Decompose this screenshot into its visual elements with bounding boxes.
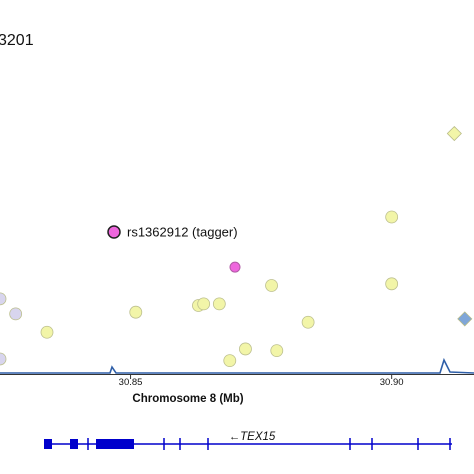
circle-point	[213, 298, 225, 310]
gene-label: ←TEX15	[229, 431, 276, 443]
circle-point	[224, 355, 236, 367]
diamond-point	[458, 312, 472, 326]
gene-exon	[44, 439, 52, 449]
circle-point	[386, 278, 398, 290]
x-tick-label: 30.90	[380, 377, 404, 388]
circle-point	[266, 279, 278, 291]
x-axis: 30.85 30.90	[0, 375, 474, 389]
x-axis-label: Chromosome 8 (Mb)	[132, 393, 243, 405]
tagger-label: rs1362912 (tagger)	[127, 225, 238, 240]
x-tick-label: 30.85	[119, 377, 143, 388]
tagger-data-point	[230, 262, 240, 272]
circle-point	[130, 306, 142, 318]
circle-point	[0, 293, 6, 305]
circle-point	[386, 211, 398, 223]
circle-point	[302, 316, 314, 328]
recombination-rate-line	[0, 360, 474, 373]
chart-title: 3201	[0, 32, 34, 49]
gene-exon	[70, 439, 78, 449]
gene-exon	[96, 439, 134, 449]
tagger-point	[108, 226, 120, 238]
recombination-rate-path	[0, 360, 474, 373]
circle-point	[198, 298, 210, 310]
circle-point	[271, 345, 283, 357]
data-points	[0, 127, 472, 367]
circle-point	[41, 326, 53, 338]
circle-point	[239, 343, 251, 355]
diamond-point	[447, 127, 461, 141]
circle-point	[10, 308, 22, 320]
circle-point	[0, 353, 6, 365]
